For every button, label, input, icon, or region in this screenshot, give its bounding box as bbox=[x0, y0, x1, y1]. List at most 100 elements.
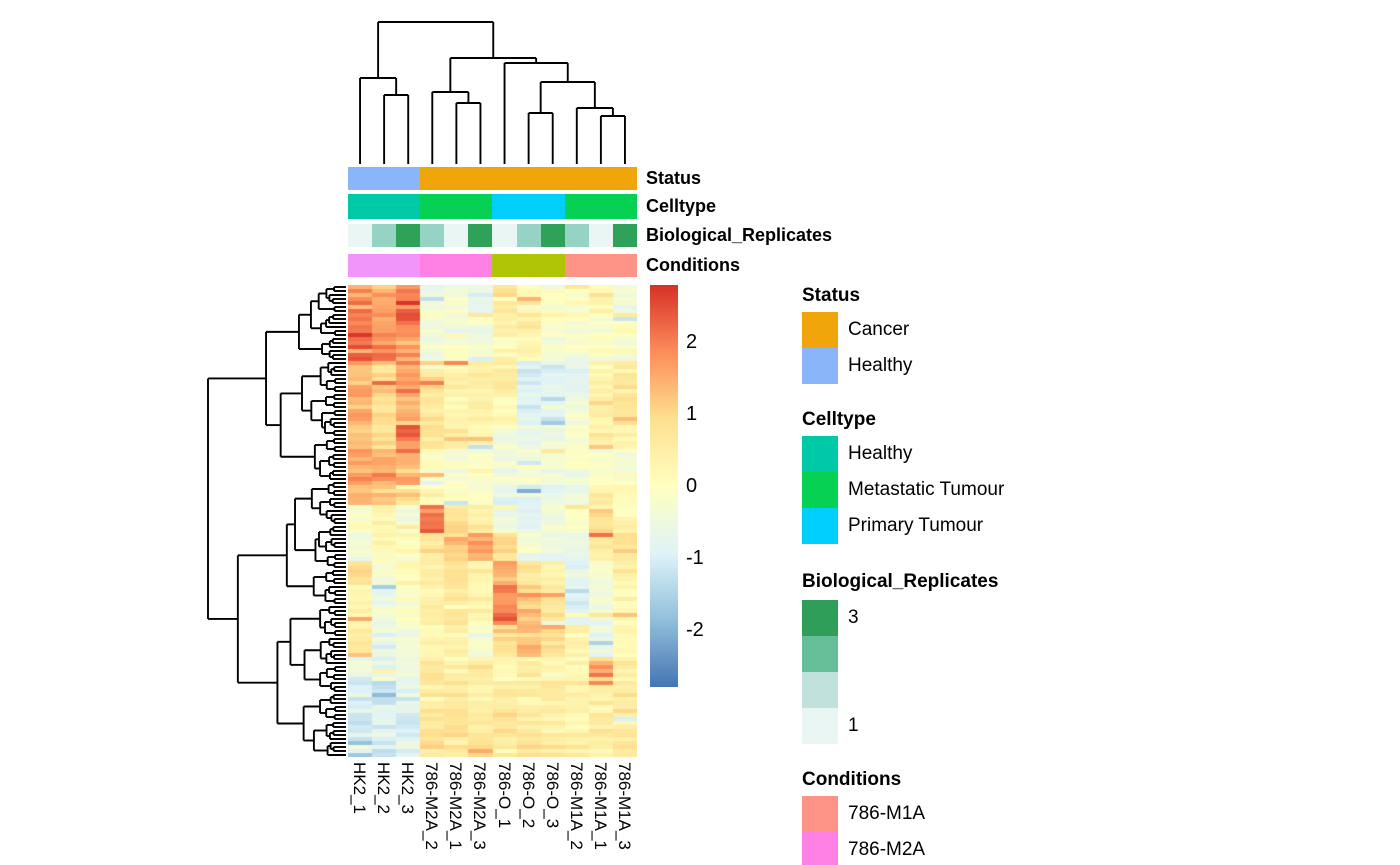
column-label-hk2-1: HK2_1 bbox=[350, 762, 370, 814]
legend-swatch-cancer bbox=[802, 312, 838, 348]
legend-swatch-healthy bbox=[802, 348, 838, 384]
annotation-track-label-conditions: Conditions bbox=[646, 254, 740, 275]
column-label-786-m2a-1: 786-M2A_1 bbox=[446, 762, 466, 850]
legend-label-786-m1a: 786-M1A bbox=[848, 803, 926, 824]
annotation-cell-conditions bbox=[348, 254, 373, 277]
column-label-786-m2a-2: 786-M2A_2 bbox=[422, 762, 442, 850]
column-dendrogram bbox=[359, 21, 626, 164]
legend-label-healthy: Healthy bbox=[848, 443, 913, 464]
annotation-cell-biological-replicates bbox=[468, 224, 493, 247]
column-label-hk2-2: HK2_2 bbox=[374, 762, 394, 814]
column-label-786-m1a-3: 786-M1A_3 bbox=[614, 762, 634, 850]
annotation-cell-conditions bbox=[468, 254, 493, 277]
annotation-cell-biological-replicates bbox=[516, 224, 541, 247]
annotation-cell-celltype bbox=[516, 194, 541, 219]
legend-label-primary-tumour: Primary Tumour bbox=[848, 515, 984, 536]
annotation-cell-celltype bbox=[444, 194, 469, 219]
legend-title-status: Status bbox=[802, 285, 861, 306]
legend-gradient-block bbox=[802, 708, 838, 744]
colorbar-tick--1: -1 bbox=[686, 547, 704, 569]
annotation-cell-celltype bbox=[612, 194, 637, 219]
column-label-786-m1a-1: 786-M1A_1 bbox=[590, 762, 610, 850]
legend-gradient-block bbox=[802, 672, 838, 708]
annotation-cell-status bbox=[372, 167, 397, 190]
annotation-cell-celltype bbox=[468, 194, 493, 219]
annotation-cell-conditions bbox=[372, 254, 397, 277]
annotation-cell-biological-replicates bbox=[420, 224, 445, 247]
annotation-cell-conditions bbox=[612, 254, 637, 277]
column-label-786-m1a-2: 786-M1A_2 bbox=[566, 762, 586, 850]
annotation-cell-biological-replicates bbox=[540, 224, 565, 247]
annotation-track-label-status: Status bbox=[646, 167, 702, 188]
column-label-786-o-2: 786-O_2 bbox=[518, 762, 538, 829]
annotation-cell-status bbox=[396, 167, 421, 190]
annotation-cell-conditions bbox=[516, 254, 541, 277]
legend-swatch-healthy bbox=[802, 436, 838, 472]
column-label-786-m2a-3: 786-M2A_3 bbox=[470, 762, 490, 850]
annotation-cell-status bbox=[540, 167, 565, 190]
annotation-cell-biological-replicates bbox=[396, 224, 421, 247]
annotation-cell-biological-replicates bbox=[564, 224, 589, 247]
legend-title-conditions: Conditions bbox=[802, 769, 902, 790]
annotation-track-conditions bbox=[348, 254, 637, 277]
legend-gradient-block bbox=[802, 600, 838, 636]
colorbar-tick--2: -2 bbox=[686, 619, 704, 641]
annotation-track-label-celltype: Celltype bbox=[646, 195, 717, 216]
annotation-cell-conditions bbox=[492, 254, 517, 277]
colorbar-tick-0: 0 bbox=[686, 475, 698, 497]
annotation-cell-status bbox=[612, 167, 637, 190]
annotation-cell-biological-replicates bbox=[492, 224, 517, 247]
annotation-cell-celltype bbox=[420, 194, 445, 219]
annotation-cell-celltype bbox=[396, 194, 421, 219]
colorbar-tick-2: 2 bbox=[686, 331, 698, 353]
heatmap-canvas bbox=[348, 285, 637, 757]
annotation-cell-biological-replicates bbox=[444, 224, 469, 247]
annotation-track-celltype bbox=[348, 194, 637, 219]
annotation-cell-status bbox=[444, 167, 469, 190]
annotation-track-status bbox=[348, 167, 637, 190]
annotation-cell-celltype bbox=[588, 194, 613, 219]
legend-title-biological-replicates: Biological_Replicates bbox=[802, 571, 999, 592]
colorbar bbox=[650, 285, 678, 687]
annotation-cell-status bbox=[564, 167, 589, 190]
legend-label-cancer: Cancer bbox=[848, 319, 910, 340]
annotation-cell-conditions bbox=[564, 254, 589, 277]
legend-label-healthy: Healthy bbox=[848, 355, 913, 376]
annotation-cell-celltype bbox=[348, 194, 373, 219]
legend-label-786-m2a: 786-M2A bbox=[848, 839, 926, 860]
legend-gradient-block bbox=[802, 636, 838, 672]
annotation-cell-conditions bbox=[420, 254, 445, 277]
legend-swatch-primary-tumour bbox=[802, 508, 838, 544]
column-label-786-o-1: 786-O_1 bbox=[494, 762, 514, 829]
column-label-hk2-3: HK2_3 bbox=[398, 762, 418, 814]
legend-label-metastatic-tumour: Metastatic Tumour bbox=[848, 479, 1005, 500]
annotation-cell-conditions bbox=[588, 254, 613, 277]
annotation-cell-conditions bbox=[540, 254, 565, 277]
annotation-cell-biological-replicates bbox=[348, 224, 373, 247]
legend-title-celltype: Celltype bbox=[802, 409, 876, 430]
legend-label-3: 3 bbox=[848, 607, 859, 628]
annotation-track-biological-replicates bbox=[348, 224, 637, 247]
annotation-cell-biological-replicates bbox=[372, 224, 397, 247]
colorbar-tick-1: 1 bbox=[686, 403, 698, 425]
annotation-cell-status bbox=[420, 167, 445, 190]
legend-swatch-786-m2a bbox=[802, 832, 838, 865]
annotation-cell-status bbox=[588, 167, 613, 190]
annotation-cell-status bbox=[516, 167, 541, 190]
annotation-cell-celltype bbox=[564, 194, 589, 219]
annotation-cell-status bbox=[348, 167, 373, 190]
legend-label-1: 1 bbox=[848, 715, 859, 736]
annotation-cell-status bbox=[492, 167, 517, 190]
annotation-cell-biological-replicates bbox=[588, 224, 613, 247]
annotation-cell-conditions bbox=[396, 254, 421, 277]
legend-swatch-metastatic-tumour bbox=[802, 472, 838, 508]
annotation-cell-celltype bbox=[372, 194, 397, 219]
annotation-cell-biological-replicates bbox=[612, 224, 637, 247]
row-dendrogram bbox=[207, 286, 346, 756]
legend-swatch-786-m1a bbox=[802, 796, 838, 832]
annotation-cell-status bbox=[468, 167, 493, 190]
annotation-cell-celltype bbox=[540, 194, 565, 219]
annotation-cell-celltype bbox=[492, 194, 517, 219]
